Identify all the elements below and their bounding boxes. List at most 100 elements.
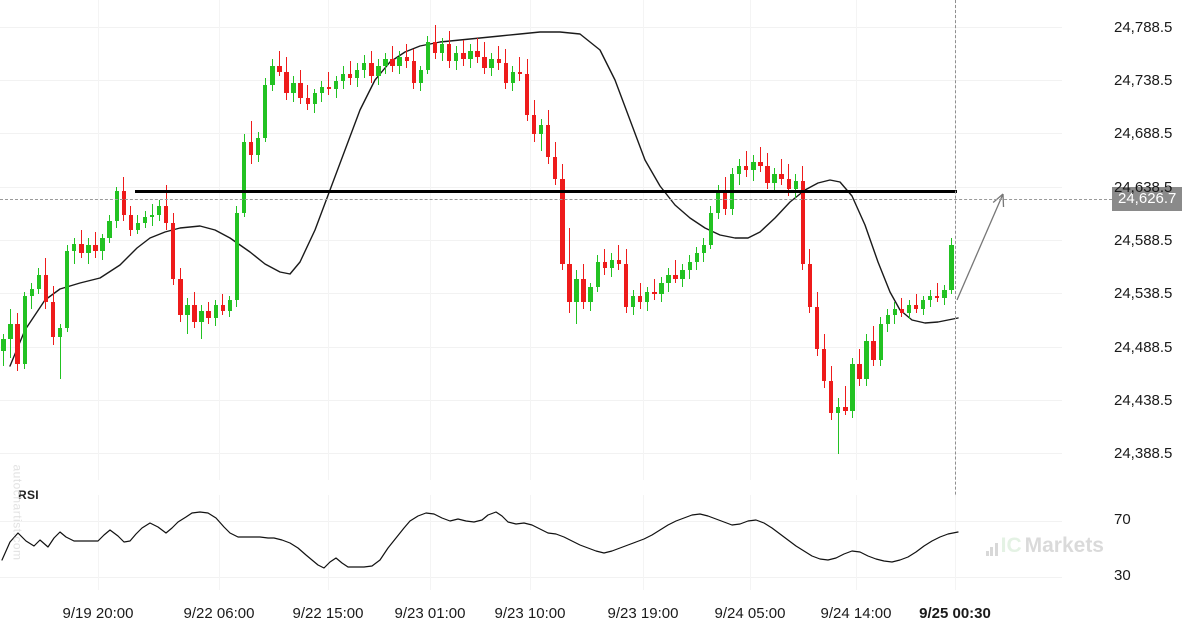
candlestick[interactable] bbox=[758, 146, 763, 173]
candlestick[interactable] bbox=[468, 44, 473, 68]
candlestick[interactable] bbox=[277, 50, 282, 77]
candlestick[interactable] bbox=[432, 25, 438, 60]
candlestick[interactable] bbox=[574, 270, 579, 324]
candlestick[interactable] bbox=[411, 48, 416, 90]
candlestick[interactable] bbox=[623, 249, 629, 314]
candlestick[interactable] bbox=[722, 176, 728, 215]
candlestick[interactable] bbox=[185, 298, 190, 335]
candlestick[interactable] bbox=[829, 366, 834, 420]
candlestick[interactable] bbox=[517, 57, 523, 81]
candlestick[interactable] bbox=[913, 293, 919, 314]
candlestick[interactable] bbox=[878, 317, 883, 367]
candlestick[interactable] bbox=[305, 84, 310, 111]
candlestick[interactable] bbox=[220, 293, 225, 316]
candlestick[interactable] bbox=[425, 35, 431, 75]
candlestick[interactable] bbox=[418, 65, 424, 92]
candlestick[interactable] bbox=[114, 187, 119, 228]
candlestick[interactable] bbox=[892, 302, 898, 324]
candlestick[interactable] bbox=[595, 255, 600, 292]
candlestick[interactable] bbox=[65, 244, 70, 333]
candlestick[interactable] bbox=[390, 46, 395, 72]
candlestick[interactable] bbox=[524, 59, 530, 122]
candlestick[interactable] bbox=[949, 238, 954, 294]
candlestick[interactable] bbox=[581, 264, 586, 309]
candlestick[interactable] bbox=[864, 334, 869, 386]
candlestick[interactable] bbox=[807, 249, 813, 314]
candlestick[interactable] bbox=[800, 165, 806, 271]
candlestick[interactable] bbox=[171, 212, 176, 286]
candlestick[interactable] bbox=[57, 323, 63, 380]
candlestick[interactable] bbox=[164, 185, 169, 230]
candlestick[interactable] bbox=[567, 227, 572, 314]
candlestick[interactable] bbox=[263, 78, 268, 143]
candlestick[interactable] bbox=[36, 268, 42, 294]
candlestick[interactable] bbox=[347, 61, 353, 85]
candlestick[interactable] bbox=[439, 37, 445, 62]
candlestick[interactable] bbox=[560, 163, 565, 271]
candlestick[interactable] bbox=[751, 155, 756, 181]
candlestick[interactable] bbox=[192, 291, 197, 328]
candlestick[interactable] bbox=[333, 76, 339, 98]
candlestick[interactable] bbox=[616, 244, 622, 271]
candlestick[interactable] bbox=[871, 325, 876, 367]
candlestick[interactable] bbox=[659, 276, 664, 303]
candlestick[interactable] bbox=[362, 54, 367, 79]
candlestick[interactable] bbox=[850, 357, 855, 418]
candlestick[interactable] bbox=[475, 37, 480, 64]
candlestick[interactable] bbox=[942, 285, 947, 305]
candlestick[interactable] bbox=[694, 246, 699, 271]
candlestick[interactable] bbox=[920, 296, 926, 316]
candlestick[interactable] bbox=[793, 174, 798, 198]
candlestick[interactable] bbox=[43, 257, 49, 309]
candlestick[interactable] bbox=[404, 44, 409, 68]
candlestick[interactable] bbox=[107, 214, 112, 243]
candlestick[interactable] bbox=[256, 131, 261, 162]
candlestick[interactable] bbox=[15, 313, 20, 371]
candlestick[interactable] bbox=[447, 31, 452, 68]
candlestick[interactable] bbox=[22, 291, 27, 369]
candlestick[interactable] bbox=[843, 385, 848, 416]
candlestick[interactable] bbox=[836, 398, 841, 454]
candlestick[interactable] bbox=[454, 46, 459, 70]
candlestick[interactable] bbox=[503, 48, 508, 90]
candlestick[interactable] bbox=[376, 59, 381, 85]
candlestick[interactable] bbox=[461, 40, 466, 66]
candlestick[interactable] bbox=[79, 229, 84, 258]
candlestick[interactable] bbox=[602, 249, 607, 275]
candlestick[interactable] bbox=[652, 278, 657, 301]
candlestick[interactable] bbox=[666, 268, 671, 292]
candlestick[interactable] bbox=[680, 264, 685, 288]
candlestick[interactable] bbox=[645, 287, 650, 311]
candlestick[interactable] bbox=[234, 206, 240, 307]
candlestick[interactable] bbox=[531, 99, 537, 143]
candlestick[interactable] bbox=[199, 304, 204, 339]
candlestick[interactable] bbox=[885, 308, 890, 333]
candlestick[interactable] bbox=[1, 334, 6, 367]
candlestick[interactable] bbox=[128, 206, 134, 237]
candlestick[interactable] bbox=[50, 286, 56, 346]
candlestick[interactable] bbox=[121, 176, 126, 222]
candlestick[interactable] bbox=[935, 283, 940, 303]
candlestick[interactable] bbox=[241, 133, 247, 218]
candlestick[interactable] bbox=[397, 50, 402, 75]
candlestick[interactable] bbox=[899, 298, 905, 318]
candlestick[interactable] bbox=[928, 289, 933, 307]
candlestick[interactable] bbox=[93, 232, 98, 258]
candlestick[interactable] bbox=[206, 302, 211, 324]
candlestick[interactable] bbox=[857, 349, 862, 386]
candlestick[interactable] bbox=[708, 206, 714, 250]
candlestick[interactable] bbox=[142, 210, 148, 228]
candlestick[interactable] bbox=[638, 283, 643, 309]
candlestick[interactable] bbox=[546, 110, 551, 164]
candlestick[interactable] bbox=[383, 52, 388, 75]
candlestick[interactable] bbox=[772, 168, 777, 192]
resistance-level-line[interactable] bbox=[135, 190, 957, 193]
candlestick[interactable] bbox=[72, 238, 77, 264]
candlestick[interactable] bbox=[538, 118, 544, 151]
candlestick[interactable] bbox=[489, 52, 494, 77]
candlestick[interactable] bbox=[326, 72, 332, 96]
candlestick[interactable] bbox=[765, 153, 770, 190]
candlestick[interactable] bbox=[906, 300, 912, 320]
price-panel[interactable] bbox=[0, 0, 1062, 480]
candlestick[interactable] bbox=[609, 253, 615, 277]
